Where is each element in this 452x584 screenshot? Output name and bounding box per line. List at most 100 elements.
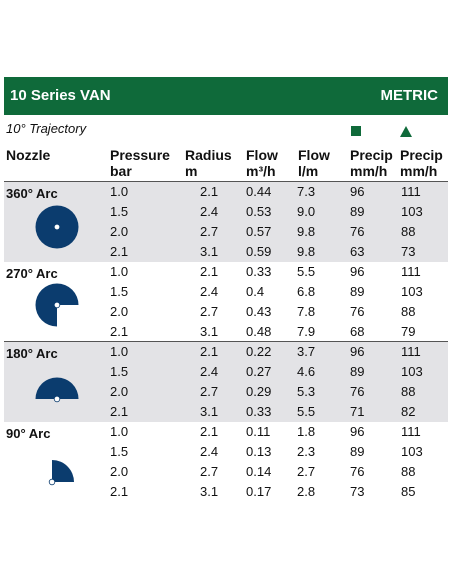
precip-square-value: 76 (350, 464, 365, 479)
col-flow-lm-title: Flow (298, 147, 330, 163)
flow-m3h-value: 0.22 (246, 344, 272, 359)
flow-m3h-value: 0.33 (246, 264, 272, 279)
nozzle-block-360: 360° Arc 1.0 2.1 0.44 7.3 96 111 1.5 2.4… (4, 182, 448, 262)
table-row: 2.1 3.1 0.17 2.8 73 85 (4, 484, 448, 502)
precip-triangle-value: 103 (401, 284, 423, 299)
col-precip-square: Precip mm/h (350, 147, 393, 179)
flow-lm-value: 7.3 (297, 184, 316, 199)
pressure-value: 2.1 (110, 244, 129, 259)
precip-triangle-value: 103 (401, 444, 423, 459)
precip-triangle-value: 103 (401, 364, 423, 379)
flow-m3h-value: 0.33 (246, 404, 272, 419)
precip-square-value: 96 (350, 264, 365, 279)
triangle-icon (400, 126, 412, 137)
pressure-value: 1.0 (110, 184, 129, 199)
table-row: 2.0 2.7 0.57 9.8 76 88 (4, 224, 448, 242)
col-radius: Radius m (185, 147, 232, 179)
flow-m3h-value: 0.27 (246, 364, 272, 379)
precip-square-value: 96 (350, 344, 365, 359)
trajectory-label: 10° Trajectory (6, 121, 87, 136)
col-precip-square-unit: mm/h (350, 163, 388, 179)
col-radius-title: Radius (185, 147, 232, 163)
radius-value: 2.7 (200, 384, 219, 399)
nozzle-block-270: 270° Arc 1.0 2.1 0.33 5.5 96 111 1.5 2.4… (4, 262, 448, 342)
table-row: 1.0 2.1 0.33 5.5 96 111 (4, 264, 448, 282)
col-pressure-title: Pressure (110, 147, 170, 163)
flow-lm-value: 7.9 (297, 324, 316, 339)
radius-value: 2.4 (200, 444, 219, 459)
nozzle-90-icon (48, 460, 74, 486)
radius-value: 2.4 (200, 284, 219, 299)
col-precip-triangle-title: Precip (400, 147, 443, 163)
nozzle-180-icon (35, 377, 79, 403)
precip-square-value: 73 (350, 484, 365, 499)
flow-lm-value: 2.8 (297, 484, 316, 499)
table-row: 1.0 2.1 0.44 7.3 96 111 (4, 184, 448, 202)
flow-lm-value: 2.3 (297, 444, 316, 459)
units-label: METRIC (380, 87, 439, 104)
flow-lm-value: 5.3 (297, 384, 316, 399)
arc-label: 270° Arc (6, 266, 58, 281)
flow-m3h-value: 0.57 (246, 224, 272, 239)
precip-square-value: 89 (350, 204, 365, 219)
precip-square-value: 76 (350, 304, 365, 319)
radius-value: 2.4 (200, 364, 219, 379)
flow-lm-value: 4.6 (297, 364, 316, 379)
precip-triangle-value: 73 (401, 244, 416, 259)
flow-m3h-value: 0.44 (246, 184, 272, 199)
flow-m3h-value: 0.29 (246, 384, 272, 399)
precip-square-value: 76 (350, 224, 365, 239)
flow-lm-value: 6.8 (297, 284, 316, 299)
radius-value: 2.7 (200, 464, 219, 479)
precip-square-value: 71 (350, 404, 365, 419)
arc-label: 90° Arc (6, 426, 51, 441)
pressure-value: 2.0 (110, 224, 129, 239)
flow-lm-value: 9.0 (297, 204, 316, 219)
precip-triangle-value: 79 (401, 324, 416, 339)
nozzle-270-icon (35, 283, 79, 327)
table-row: 2.1 3.1 0.33 5.5 71 82 (4, 404, 448, 422)
flow-m3h-value: 0.4 (246, 284, 265, 299)
nozzle-block-180: 180° Arc 1.0 2.1 0.22 3.7 96 111 1.5 2.4… (4, 342, 448, 422)
pressure-value: 1.5 (110, 364, 129, 379)
table-row: 2.0 2.7 0.14 2.7 76 88 (4, 464, 448, 482)
pressure-value: 1.5 (110, 444, 129, 459)
flow-m3h-value: 0.14 (246, 464, 272, 479)
radius-value: 2.7 (200, 224, 219, 239)
col-flow-lm-unit: l/m (298, 163, 319, 179)
precip-triangle-value: 111 (401, 264, 421, 279)
pressure-value: 1.5 (110, 204, 129, 219)
precip-triangle-value: 111 (401, 344, 421, 359)
radius-value: 3.1 (200, 244, 219, 259)
table-row: 2.1 3.1 0.48 7.9 68 79 (4, 324, 448, 342)
precip-triangle-value: 103 (401, 204, 423, 219)
pressure-value: 1.0 (110, 264, 129, 279)
precip-square-value: 89 (350, 284, 365, 299)
col-nozzle: Nozzle (6, 147, 51, 163)
precip-square-value: 68 (350, 324, 365, 339)
radius-value: 3.1 (200, 324, 219, 339)
arc-label: 180° Arc (6, 346, 58, 361)
table-row: 1.5 2.4 0.13 2.3 89 103 (4, 444, 448, 462)
col-pressure: Pressure bar (110, 147, 170, 179)
pressure-value: 2.0 (110, 384, 129, 399)
flow-lm-value: 9.8 (297, 224, 316, 239)
pressure-value: 1.0 (110, 424, 129, 439)
divider (4, 181, 448, 182)
precip-square-value: 63 (350, 244, 365, 259)
arc-label: 360° Arc (6, 186, 58, 201)
series-title: 10 Series VAN (10, 87, 111, 104)
table-row: 1.5 2.4 0.27 4.6 89 103 (4, 364, 448, 382)
precip-square-value: 76 (350, 384, 365, 399)
flow-m3h-value: 0.43 (246, 304, 272, 319)
square-icon (351, 126, 361, 136)
col-precip-square-title: Precip (350, 147, 393, 163)
flow-lm-value: 9.8 (297, 244, 316, 259)
precip-triangle-value: 88 (401, 224, 416, 239)
precip-square-value: 89 (350, 364, 365, 379)
flow-lm-value: 1.8 (297, 424, 316, 439)
radius-value: 2.7 (200, 304, 219, 319)
flow-lm-value: 3.7 (297, 344, 316, 359)
flow-lm-value: 7.8 (297, 304, 316, 319)
radius-value: 2.4 (200, 204, 219, 219)
